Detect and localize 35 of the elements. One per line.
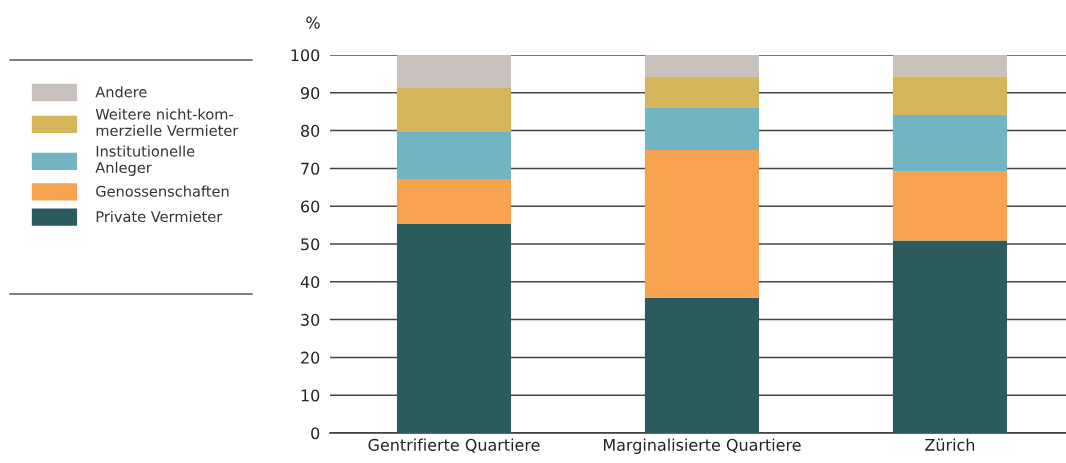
y-tick-label: 30 — [301, 313, 320, 326]
bar — [892, 240, 1007, 433]
y-tick-label: 60 — [301, 200, 320, 213]
y-tick-label: 10 — [301, 389, 320, 402]
bar — [892, 55, 1007, 77]
y-tick-label: 20 — [301, 351, 320, 364]
y-tick-label: 70 — [301, 162, 320, 175]
bar — [396, 132, 512, 179]
legend-label: Private Vermieter — [96, 210, 223, 223]
y-tick-label: 40 — [300, 276, 320, 289]
legend-label: Genossenschaften — [96, 185, 229, 197]
bar — [644, 76, 759, 108]
bar — [892, 115, 1007, 172]
x-tick-label: Marginalisierte Quartiere — [603, 438, 801, 455]
bar — [396, 87, 512, 133]
y-tick-label: 100 — [291, 49, 320, 62]
bar — [644, 297, 759, 433]
bar — [396, 223, 512, 433]
y-tick-label: 90 — [300, 87, 320, 100]
bar — [892, 76, 1007, 116]
y-tick-label: 50 — [301, 238, 320, 251]
bar — [892, 171, 1007, 241]
bar — [644, 107, 759, 150]
x-tick-label: Gentrifierte Quartiere — [368, 438, 540, 453]
bar — [396, 178, 512, 224]
y-tick-label: 80 — [301, 124, 320, 137]
y-axis-title: % — [306, 16, 320, 29]
bar — [644, 55, 759, 77]
legend-label: Institutionelle Anleger — [95, 145, 195, 176]
legend-label: Andere — [95, 86, 147, 98]
bar — [644, 149, 759, 298]
legend-label: Weitere nicht-kom- merzielle Vermieter — [95, 108, 239, 137]
bar — [396, 55, 512, 88]
y-tick-label: 0 — [311, 427, 320, 440]
x-tick-label: Zürich — [925, 438, 975, 451]
